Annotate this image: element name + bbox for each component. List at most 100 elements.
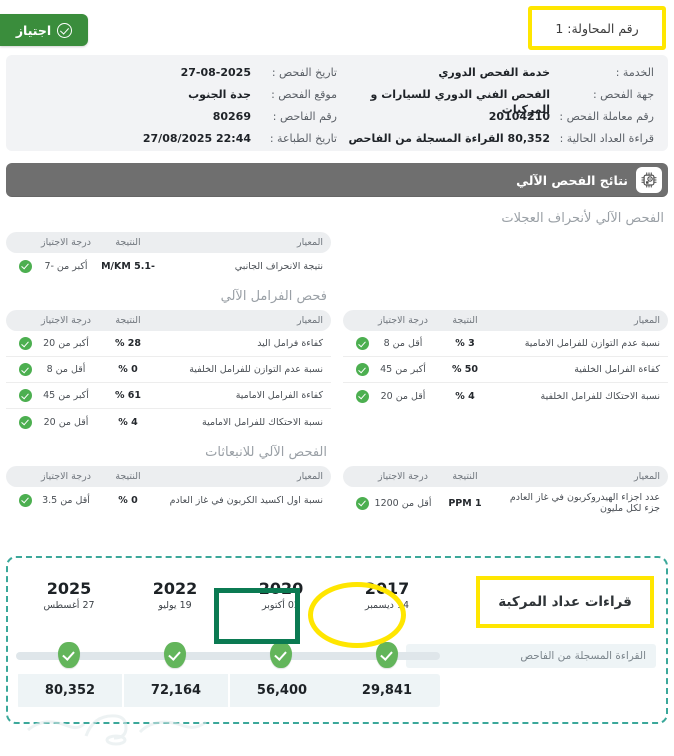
col-header-criterion: المعيار — [634, 471, 660, 482]
pass-status-badge: اجتياز — [0, 14, 88, 46]
row-criterion: عدد اجزاء الهيدروكربون في غاز العادم جزء… — [509, 492, 660, 514]
row-criterion: كفاءة الفرامل الامامية — [235, 390, 323, 401]
wheel-alignment-table-col: المعيار النتيجة درجة الاجتياز نتيجة الان… — [6, 232, 331, 279]
odometer-timeline: 2025 27 أغسطس 2022 19 يوليو 2020 02 أكتو… — [16, 580, 440, 710]
emissions-table-left: المعيار النتيجة درجة الاجتياز عدد اجزاء … — [343, 466, 668, 519]
info-label: رقم الفاحص : — [272, 110, 337, 123]
row-result: 50 % — [451, 364, 479, 375]
info-label: موقع الفحص : — [271, 88, 337, 101]
table-row: كفاءة فرامل اليد 28 % أكبر من 20 — [6, 331, 331, 357]
col-header-grade: درجة الاجتياز — [378, 315, 428, 326]
info-label: رقم معاملة الفحص : — [559, 110, 654, 123]
check-circle-icon — [18, 493, 32, 507]
brakes-title-spacer — [343, 279, 668, 310]
row-result: -5.1 M/KM — [101, 260, 155, 272]
emissions-title: الفحص الآلي للانبعاثات — [205, 445, 327, 460]
row-result: 0 % — [118, 364, 138, 375]
row-result: 4 % — [118, 416, 138, 428]
info-value: الفحص الفني الدوري للسيارات و المركبات — [370, 88, 550, 117]
info-value: 80269 — [212, 110, 251, 123]
check-circle-icon — [18, 363, 32, 376]
row-grade: أقل من 20 — [380, 390, 426, 402]
emissions-grid: المعيار النتيجة درجة الاجتياز عدد اجزاء … — [6, 466, 668, 519]
row-criterion: نسبة اول اكسيد الكربون في غاز العادم — [169, 494, 323, 506]
col-header-result: النتيجة — [115, 237, 141, 248]
info-label: جهة الفحص : — [592, 88, 654, 101]
odometer-readings-panel: قراءات عداد المركبة القراءة المسجلة من ا… — [6, 556, 668, 724]
row-criterion: كفاءة الفرامل الخلفية — [574, 364, 660, 375]
row-grade: أقل من 20 — [43, 416, 89, 428]
table-row: عدد اجزاء الهيدروكربون في غاز العادم جزء… — [343, 487, 668, 519]
odometer-date: 27 أغسطس — [43, 599, 95, 611]
table-row: نسبة اول اكسيد الكربون في غاز العادم 0 %… — [6, 487, 331, 513]
odometer-date: 02 أكتوبر — [262, 599, 300, 611]
pass-badge-label: اجتياز — [15, 22, 52, 38]
map-pin-check-icon — [376, 642, 398, 668]
odometer-title: قراءات عداد المركبة — [498, 594, 632, 610]
info-row-inspector-number: رقم الفاحص : 80269 — [20, 109, 337, 129]
row-pass-status — [14, 259, 36, 273]
row-pass-status — [14, 493, 36, 507]
info-label: الخدمة : — [615, 66, 654, 79]
emissions-title-grid: الفحص الآلي للانبعاثات — [6, 435, 668, 466]
attempt-number-highlight: رقم المحاولة: 1 — [528, 6, 666, 50]
odometer-entry-2017: 2017 14 ديسمبر — [334, 580, 440, 611]
section-title: نتائج الفحص الآلي — [516, 172, 628, 188]
map-pin-check-icon — [270, 642, 292, 668]
info-row-transaction-number: رقم معاملة الفحص : 20104210 — [337, 109, 654, 129]
info-row-inspection-location: موقع الفحص : جدة الجنوب — [20, 87, 337, 107]
row-result: 4 % — [455, 390, 475, 402]
row-grade: أكبر من -7 — [44, 260, 88, 272]
odometer-title-highlight: قراءات عداد المركبة — [476, 576, 654, 628]
info-row-service: الخدمة : خدمة الفحص الدوري — [337, 65, 654, 85]
col-header-result: النتيجة — [452, 471, 478, 482]
col-header-result: النتيجة — [115, 471, 141, 482]
row-pass-status — [14, 363, 36, 376]
row-result: 3 % — [455, 338, 475, 349]
info-row-inspection-date: تاريخ الفحص : 27-08-2025 — [20, 65, 337, 85]
info-row-current-odometer: قراءة العداد الحالية : 80,352 القراءة ال… — [337, 131, 654, 151]
wheel-alignment-spacer — [343, 232, 668, 279]
row-pass-status — [351, 363, 373, 376]
odometer-date: 14 ديسمبر — [364, 599, 410, 611]
row-result: 28 % — [114, 338, 142, 349]
odometer-values-row: 80,352 72,164 56,400 29,841 — [16, 674, 440, 707]
emissions-title-spacer — [343, 435, 668, 466]
row-grade: أقل من 8 — [383, 338, 423, 349]
odometer-year: 2017 — [364, 579, 410, 598]
table-header-row: المعيار النتيجة درجة الاجتياز — [6, 232, 331, 253]
row-pass-status — [351, 337, 373, 350]
row-grade: أكبر من 45 — [380, 364, 426, 375]
check-circle-icon — [57, 22, 73, 38]
table-row: كفاءة الفرامل الامامية 61 % أكبر من 45 — [6, 383, 331, 409]
row-result: 1 PPM — [448, 497, 482, 509]
info-value: 20104210 — [488, 110, 550, 123]
col-header-grade: درجة الاجتياز — [378, 471, 428, 482]
table-header-row: المعيار النتيجة درجة الاجتياز — [343, 466, 668, 487]
info-label: تاريخ الطباعة : — [269, 132, 337, 145]
map-pin-check-icon — [164, 642, 186, 668]
check-circle-icon — [18, 389, 32, 402]
row-criterion: نسبة عدم التوازن للفرامل الامامية — [524, 338, 660, 349]
row-criterion: نتيجة الانحراف الجانبي — [234, 260, 323, 272]
row-criterion: نسبة الاحتكاك للفرامل الخلفية — [540, 390, 661, 402]
row-criterion: كفاءة فرامل اليد — [257, 338, 323, 349]
info-value: جدة الجنوب — [188, 88, 251, 101]
row-result: 61 % — [114, 390, 142, 401]
odometer-date-row: 2025 27 أغسطس 2022 19 يوليو 2020 02 أكتو… — [16, 580, 440, 611]
top-bar: اجتياز رقم المحاولة: 1 — [0, 0, 674, 55]
row-grade: أقل من 8 — [46, 364, 86, 375]
row-grade: أكبر من 20 — [43, 338, 89, 349]
col-header-result: النتيجة — [115, 315, 141, 326]
brakes-table-right-col: المعيار النتيجة درجة الاجتياز كفاءة فرام… — [6, 310, 331, 435]
col-header-criterion: المعيار — [297, 315, 323, 326]
emissions-table-right: المعيار النتيجة درجة الاجتياز نسبة اول ا… — [6, 466, 331, 513]
info-value: 80,352 القراءة المسجلة من الفاحص — [348, 132, 550, 145]
automated-results-body: الفحص الآلي لأنحراف العجلات المعيار النت… — [0, 197, 674, 519]
col-header-grade: درجة الاجتياز — [41, 237, 91, 248]
info-value: 22:44 27/08/2025 — [142, 132, 251, 145]
odometer-entry-2020: 2020 02 أكتوبر — [228, 580, 334, 611]
row-result: 0 % — [118, 494, 138, 506]
check-circle-icon — [355, 363, 369, 376]
odometer-timeline-pins — [16, 642, 440, 668]
